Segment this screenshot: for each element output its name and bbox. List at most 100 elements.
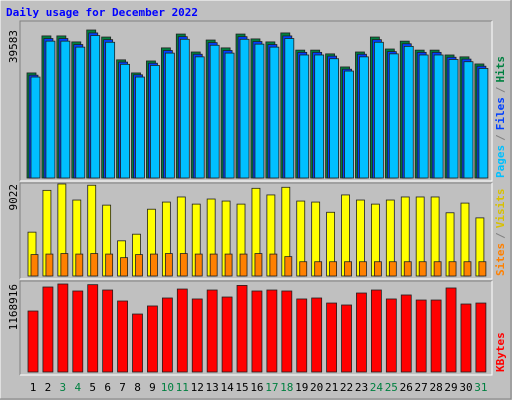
bar [90, 35, 101, 179]
bar [179, 253, 188, 277]
bar [344, 70, 354, 179]
bar [311, 297, 323, 373]
bar [463, 61, 474, 179]
x-tick-label: 20 [310, 381, 323, 394]
bar [30, 254, 39, 277]
legend: Pages / Files / Hits [494, 56, 507, 178]
legend-separator: / [494, 232, 507, 239]
bar [299, 54, 310, 179]
x-tick-label: 30 [459, 381, 472, 394]
bar [254, 43, 265, 179]
x-tick-label: 15 [235, 381, 248, 394]
bar [45, 253, 54, 277]
bar [460, 303, 472, 373]
bar [314, 261, 323, 277]
legend-entry: Sites [494, 243, 507, 276]
x-tick-label: 26 [400, 381, 413, 394]
bar [179, 38, 190, 179]
legend: KBytes [494, 332, 507, 372]
bar [326, 302, 338, 373]
bar [359, 261, 367, 277]
bar [150, 65, 160, 179]
x-tick-label: 1 [30, 381, 37, 394]
bar [403, 45, 414, 179]
x-tick-label: 31 [474, 381, 487, 394]
bar [269, 253, 278, 277]
bar [194, 56, 205, 179]
bar [281, 290, 293, 373]
legend-entry: Visits [494, 189, 507, 229]
bar [284, 256, 293, 277]
x-tick-label: 19 [295, 381, 308, 394]
x-tick-label: 13 [206, 381, 219, 394]
bar [176, 288, 188, 373]
legend-entry: KBytes [494, 332, 507, 372]
bar [448, 261, 457, 277]
bar [105, 253, 114, 277]
bar [329, 261, 338, 277]
panel-border [19, 182, 492, 279]
x-tick-label: 9 [149, 381, 156, 394]
bar [433, 54, 444, 179]
bar [42, 286, 54, 373]
bar [191, 298, 203, 373]
bar [344, 261, 352, 277]
x-tick-label: 14 [220, 381, 234, 394]
bar [418, 54, 429, 179]
bar [105, 41, 116, 179]
bar [254, 253, 263, 277]
bar [120, 63, 130, 179]
panel-border [19, 280, 492, 375]
bar [266, 289, 278, 373]
bar [385, 298, 397, 373]
bar [120, 257, 128, 277]
legend-entry: Hits [494, 56, 507, 83]
bar [206, 289, 218, 373]
bar [433, 261, 442, 277]
legend-separator: / [494, 134, 507, 141]
bar [269, 46, 280, 179]
bar [430, 299, 442, 373]
panel-border [19, 20, 492, 181]
y-tick-label: 1168916 [7, 284, 20, 330]
bar [90, 253, 99, 277]
bar [57, 283, 69, 373]
legend-entry: Pages [494, 145, 507, 178]
bar [478, 261, 487, 277]
bar [359, 56, 369, 179]
bar [147, 305, 158, 373]
x-tick-label: 3 [60, 381, 67, 394]
bar [373, 41, 384, 179]
bar [221, 296, 233, 373]
bar [27, 310, 39, 373]
x-tick-label: 11 [176, 381, 189, 394]
bar [161, 297, 173, 373]
bar [209, 44, 220, 179]
bar [224, 52, 235, 179]
y-tick-label: 9022 [7, 184, 20, 211]
x-tick-label: 7 [119, 381, 126, 394]
bar [117, 300, 128, 373]
bar [236, 285, 248, 373]
bar [448, 59, 459, 179]
y-tick-label: 39583 [7, 30, 20, 63]
bar [251, 290, 263, 373]
panel-border [20, 183, 493, 280]
panel-border [20, 21, 493, 182]
x-tick-label: 8 [134, 381, 141, 394]
bar [356, 292, 367, 373]
bar [194, 253, 203, 277]
bar [30, 76, 41, 179]
bar [415, 299, 427, 373]
bar [164, 52, 175, 179]
bar [224, 253, 233, 277]
x-tick-label: 10 [161, 381, 174, 394]
x-tick-label: 22 [340, 381, 353, 394]
bar [132, 313, 143, 373]
bar [403, 261, 412, 277]
legend-entry: Files [494, 97, 507, 130]
bar [60, 253, 69, 277]
x-tick-label: 27 [415, 381, 428, 394]
